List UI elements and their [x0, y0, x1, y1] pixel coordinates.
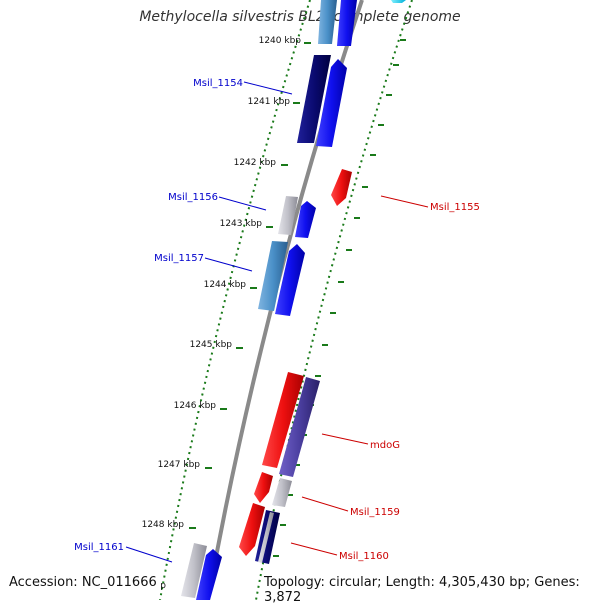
gene-red-msil-1160: [239, 503, 265, 556]
topology-text: Topology: circular; Length: 4,305,430 bp…: [262, 575, 600, 605]
tick-label: 1244 kbp: [204, 280, 247, 290]
forward-leaders: [125, 81, 293, 563]
gene-msil-1161-gray: [181, 543, 207, 598]
gene-mdog: [279, 377, 320, 477]
gene-msil-1154-navy: [297, 55, 331, 143]
gene-msil-1154: [316, 59, 347, 147]
reverse-leaders: [290, 195, 429, 556]
tick-label: 1247 kbp: [158, 460, 201, 470]
gene-partial-blue: [337, 0, 357, 46]
gene-partial-steel: [318, 0, 337, 44]
gene-msil-1159: [272, 478, 292, 507]
tick-label: 1242 kbp: [234, 158, 277, 168]
label-msil-1161[interactable]: Msil_1161: [74, 542, 124, 553]
label-mdog[interactable]: mdoG: [370, 440, 400, 451]
map-title: Methylocella silvestris BL2, complete ge…: [139, 9, 461, 25]
tick-label: 1245 kbp: [190, 340, 233, 350]
tick-label: 1240 kbp: [259, 36, 302, 46]
gene-msil-1155: [331, 169, 352, 206]
tick-label: 1246 kbp: [174, 401, 217, 411]
tick-label: 1243 kbp: [220, 219, 263, 229]
gene-msil-1156: [295, 201, 316, 238]
gene-msil-1161: [196, 549, 222, 600]
gene-red-small: [254, 472, 273, 503]
gene-msil-1157-steel: [258, 241, 288, 311]
label-msil-1159[interactable]: Msil_1159: [350, 507, 400, 518]
tick-label: 1248 kbp: [142, 520, 185, 530]
major-ticks: [189, 42, 311, 529]
tick-label: 1241 kbp: [248, 97, 291, 107]
gene-msil-1160-gray: [258, 512, 274, 563]
label-msil-1155[interactable]: Msil_1155: [430, 202, 480, 213]
label-msil-1154[interactable]: Msil_1154: [193, 78, 243, 89]
gene-msil-1156-gray: [278, 196, 298, 235]
gene-partial-cyan: [391, 0, 406, 3]
accession-text: Accession: NC_011666: [9, 575, 160, 590]
label-msil-1157[interactable]: Msil_1157: [154, 253, 204, 264]
label-msil-1156[interactable]: Msil_1156: [168, 192, 218, 203]
gene-red-large: [262, 372, 304, 468]
label-msil-1160[interactable]: Msil_1160: [339, 551, 389, 562]
gene-msil-1157: [275, 244, 305, 316]
